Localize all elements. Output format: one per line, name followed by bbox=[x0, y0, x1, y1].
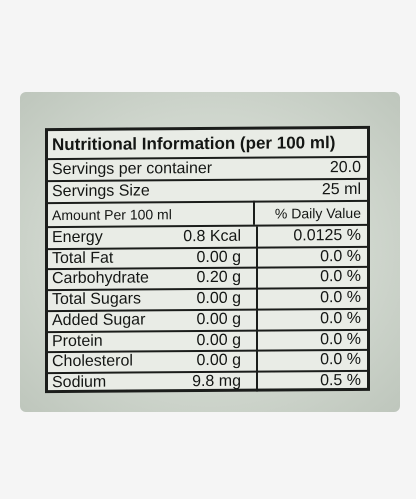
amount-header-row: Amount Per 100 ml % Daily Value bbox=[48, 202, 367, 226]
nutrition-facts-table: Nutritional Information (per 100 ml) Ser… bbox=[45, 125, 370, 394]
divider bbox=[256, 226, 258, 392]
nutrient-name: Sodium bbox=[52, 373, 107, 391]
nutrient-amount: 0.00 g bbox=[196, 248, 241, 266]
serving-size-value: 25 ml bbox=[321, 180, 361, 199]
nutrition-title: Nutritional Information (per 100 ml) bbox=[52, 133, 336, 155]
nutrient-name: Total Fat bbox=[52, 249, 114, 267]
nutrient-amount: 0.00 g bbox=[196, 351, 241, 370]
servings-per-container-value: 20.0 bbox=[329, 158, 361, 177]
nutrient-daily-value: 0.0 % bbox=[320, 268, 361, 286]
divider bbox=[253, 200, 255, 225]
nutrient-name: Added Sugar bbox=[52, 311, 146, 329]
nutrient-amount: 0.00 g bbox=[196, 331, 241, 349]
nutrient-daily-value: 0.0 % bbox=[320, 289, 361, 307]
nutrient-daily-value: 0.0 % bbox=[320, 309, 361, 328]
nutrient-name: Protein bbox=[52, 332, 103, 350]
nutrient-daily-value: 0.0 % bbox=[320, 330, 361, 348]
nutrient-name: Carbohydrate bbox=[52, 269, 149, 288]
nutrient-amount: 0.00 g bbox=[196, 289, 241, 308]
nutrient-name: Total Sugars bbox=[52, 290, 141, 309]
nutrient-amount: 9.8 mg bbox=[192, 372, 241, 390]
nutrient-daily-value: 0.5 % bbox=[320, 371, 361, 390]
amount-per-header: Amount Per 100 ml bbox=[52, 206, 172, 224]
nutrient-amount: 0.00 g bbox=[196, 310, 241, 328]
nutrient-name: Energy bbox=[52, 228, 103, 247]
nutrient-daily-value: 0.0 % bbox=[320, 247, 361, 265]
nutrient-name: Cholesterol bbox=[52, 352, 133, 371]
servings-per-container-label: Servings per container bbox=[52, 159, 213, 179]
nutrient-daily-value: 0.0125 % bbox=[293, 226, 361, 245]
nutrient-daily-value: 0.0 % bbox=[320, 351, 361, 369]
nutrient-amount: 0.8 Kcal bbox=[183, 227, 241, 246]
daily-value-header: % Daily Value bbox=[274, 204, 361, 222]
nutrient-row: Sodium 9.8 mg 0.5 % bbox=[48, 371, 367, 394]
nutrition-title-row: Nutritional Information (per 100 ml) bbox=[48, 131, 367, 159]
serving-size-row: Servings Size 25 ml bbox=[48, 180, 367, 202]
servings-per-container-row: Servings per container 20.0 bbox=[48, 158, 367, 180]
serving-size-label: Servings Size bbox=[52, 182, 150, 201]
nutrient-amount: 0.20 g bbox=[196, 269, 241, 287]
